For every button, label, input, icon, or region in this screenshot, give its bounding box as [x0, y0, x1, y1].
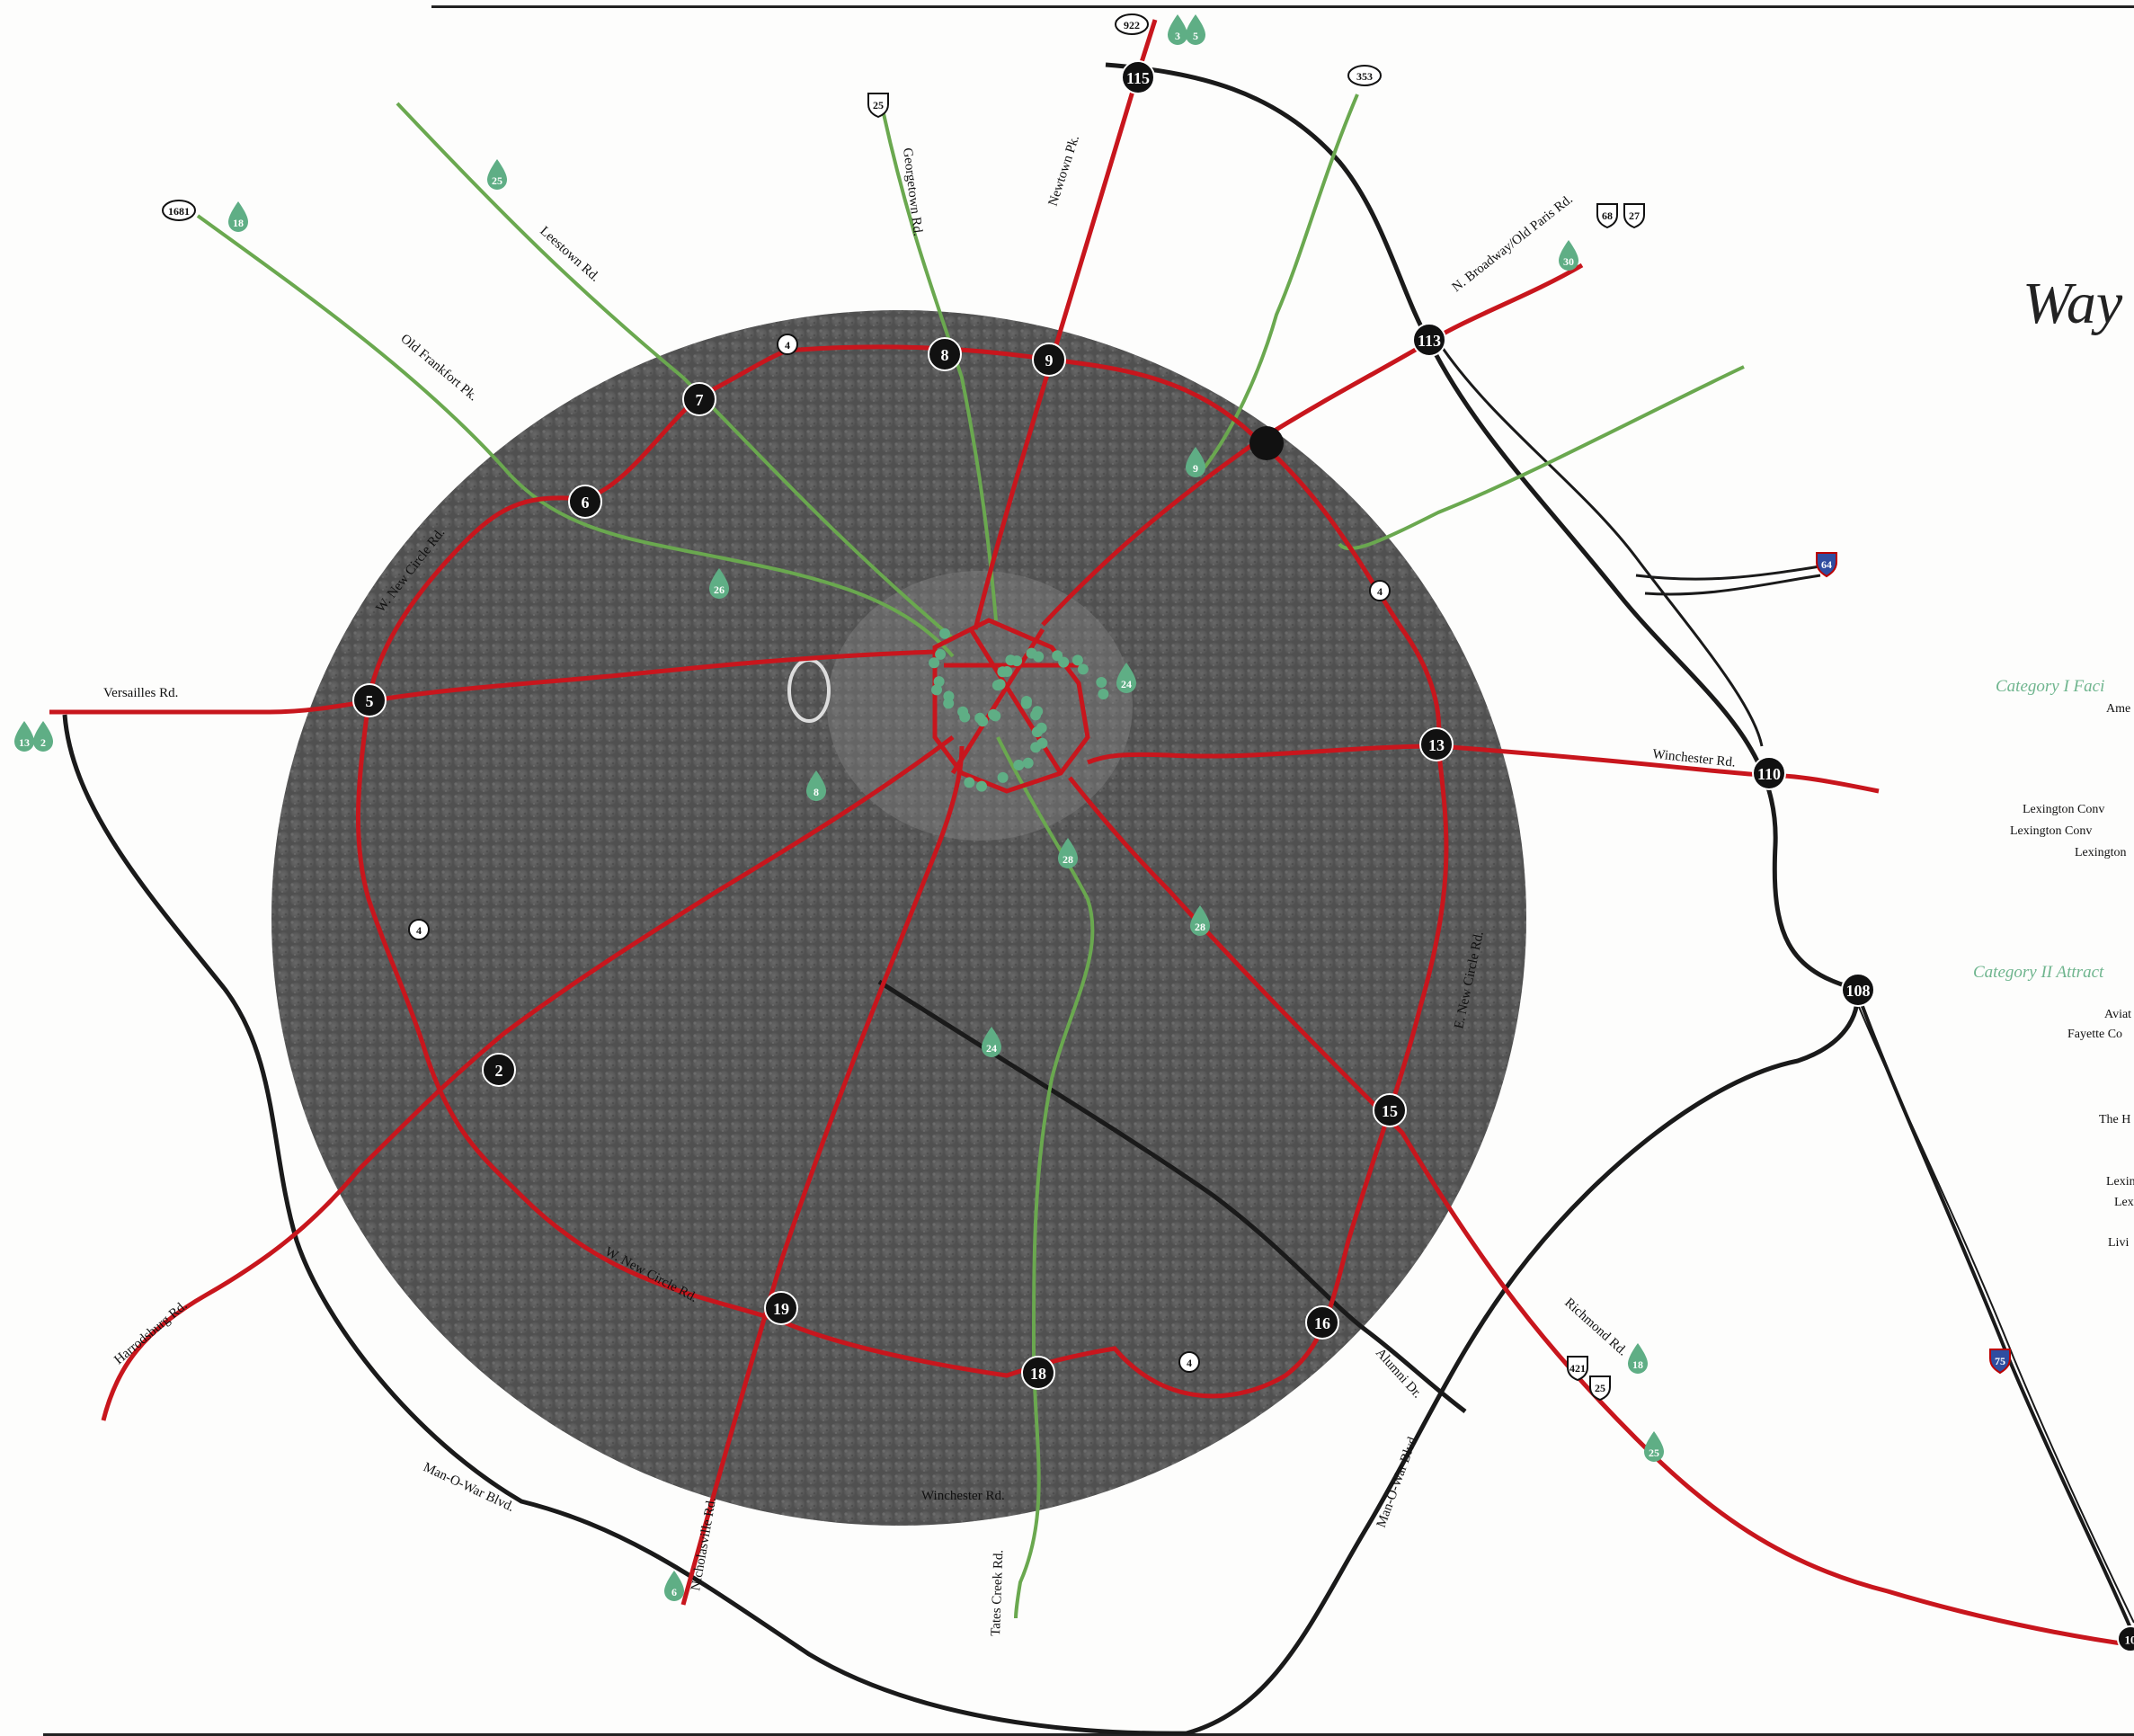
downtown-marker [1032, 726, 1043, 737]
attraction-number: 2 [40, 736, 46, 749]
attraction-number: 24 [986, 1042, 997, 1055]
downtown-marker [998, 772, 1009, 783]
road-label: Harrodsburg Rd. [111, 1298, 190, 1367]
attraction-number: 18 [1632, 1358, 1643, 1371]
road-label: Nicholasville Rd. [689, 1497, 719, 1592]
downtown-marker [976, 781, 987, 792]
attraction-number: 25 [492, 174, 502, 187]
attraction-number: 13 [19, 736, 30, 749]
attraction-number: 3 [1175, 30, 1180, 42]
exit-number: 6 [582, 494, 590, 512]
downtown-marker [1013, 760, 1024, 770]
downtown-marker [939, 628, 950, 639]
downtown-marker [934, 676, 945, 687]
route-number: 1681 [168, 205, 190, 218]
exit-marker-unlabeled [1249, 426, 1284, 460]
route-number: 25 [873, 99, 884, 111]
route-number: 68 [1602, 209, 1613, 222]
downtown-marker [988, 709, 999, 720]
attraction-number: 8 [814, 786, 819, 798]
road-label: Man-O-War Blvd. [1374, 1432, 1422, 1529]
exit-number: 115 [1126, 69, 1150, 87]
interstate-number: 75 [1995, 1355, 2005, 1367]
attraction-number: 30 [1563, 255, 1574, 268]
exit-number: 9 [1045, 352, 1054, 369]
downtown-marker [1078, 663, 1089, 674]
road-label: Tates Creek Rd. [989, 1550, 1006, 1637]
route-number: 353 [1356, 70, 1373, 83]
downtown-marker [1058, 657, 1069, 668]
circle-route-number: 4 [1187, 1357, 1192, 1369]
downtown-marker [1011, 655, 1022, 666]
exit-number: 113 [1418, 332, 1441, 350]
exit-number: 5 [366, 692, 374, 710]
category2-item: Aviat [2104, 1008, 2131, 1022]
attraction-number: 18 [233, 217, 244, 229]
route-number: 25 [1595, 1382, 1605, 1394]
category2-item: Fayette Co [2067, 1028, 2122, 1042]
category1-item: Lexington Conv [2023, 803, 2104, 817]
category2-heading: Category II Attract [1973, 963, 2103, 983]
exit-number: 19 [773, 1300, 789, 1318]
downtown-marker [1033, 651, 1044, 662]
downtown-marker [1030, 709, 1041, 720]
downtown-marker [995, 679, 1006, 690]
downtown-marker [974, 713, 985, 724]
downtown-marker [1021, 699, 1032, 709]
route-number: 421 [1569, 1362, 1586, 1375]
category1-heading: Category I Faci [1996, 677, 2104, 697]
downtown-marker [1030, 742, 1041, 752]
downtown-marker [1098, 689, 1108, 699]
attraction-number: 26 [714, 583, 725, 596]
attraction-number: 24 [1121, 678, 1132, 690]
category2-item: The H [2099, 1113, 2130, 1127]
circle-route-number: 4 [1377, 585, 1383, 598]
road-label: Richmond Rd. [1561, 1295, 1630, 1358]
category1-item: Lexington Conv [2010, 824, 2092, 839]
category1-item: Ame [2106, 702, 2130, 717]
exit-number: 8 [941, 346, 949, 364]
exit-number: 16 [1314, 1314, 1330, 1332]
downtown-marker [935, 649, 946, 660]
exit-number: 108 [1846, 982, 1871, 1000]
route-number: 27 [1629, 209, 1640, 222]
exit-number: 13 [1428, 736, 1445, 754]
category1-item: Lexington [2075, 846, 2127, 860]
downtown-marker [1072, 654, 1083, 665]
road-label: Versailles Rd. [103, 686, 178, 700]
downtown-marker [964, 777, 974, 788]
interstate-number: 64 [1821, 558, 1832, 571]
attraction-number: 6 [671, 1586, 677, 1598]
exit-number: 15 [1382, 1102, 1398, 1120]
circle-route-number: 4 [785, 339, 790, 352]
attraction-number: 25 [1649, 1447, 1659, 1459]
attraction-number: 28 [1063, 853, 1073, 866]
downtown-marker [1096, 677, 1107, 688]
page-title: Way [2023, 270, 2122, 338]
exit-number: 18 [1030, 1365, 1046, 1383]
category2-item: Livi [2108, 1236, 2129, 1251]
category2-item: Lexin [2106, 1175, 2134, 1189]
downtown-marker [1001, 666, 1012, 677]
attraction-number: 28 [1195, 921, 1205, 933]
category2-item: Lexi [2114, 1196, 2134, 1210]
exit-number: 7 [696, 391, 704, 409]
road-label: Newtown Pk. [1046, 134, 1082, 209]
downtown-marker [943, 691, 954, 702]
circle-route-number: 4 [416, 924, 422, 937]
exit-number: 10 [2125, 1634, 2134, 1647]
exit-number: 2 [495, 1062, 503, 1080]
road-label: Winchester Rd. [921, 1489, 1005, 1503]
route-number: 922 [1124, 19, 1140, 31]
attraction-number: 5 [1193, 30, 1198, 42]
downtown-marker [1023, 758, 1034, 769]
road-label: Old Frankfort Pk. [397, 332, 480, 405]
exit-number: 110 [1757, 765, 1781, 783]
attraction-number: 9 [1193, 462, 1198, 475]
downtown-marker [957, 707, 968, 717]
